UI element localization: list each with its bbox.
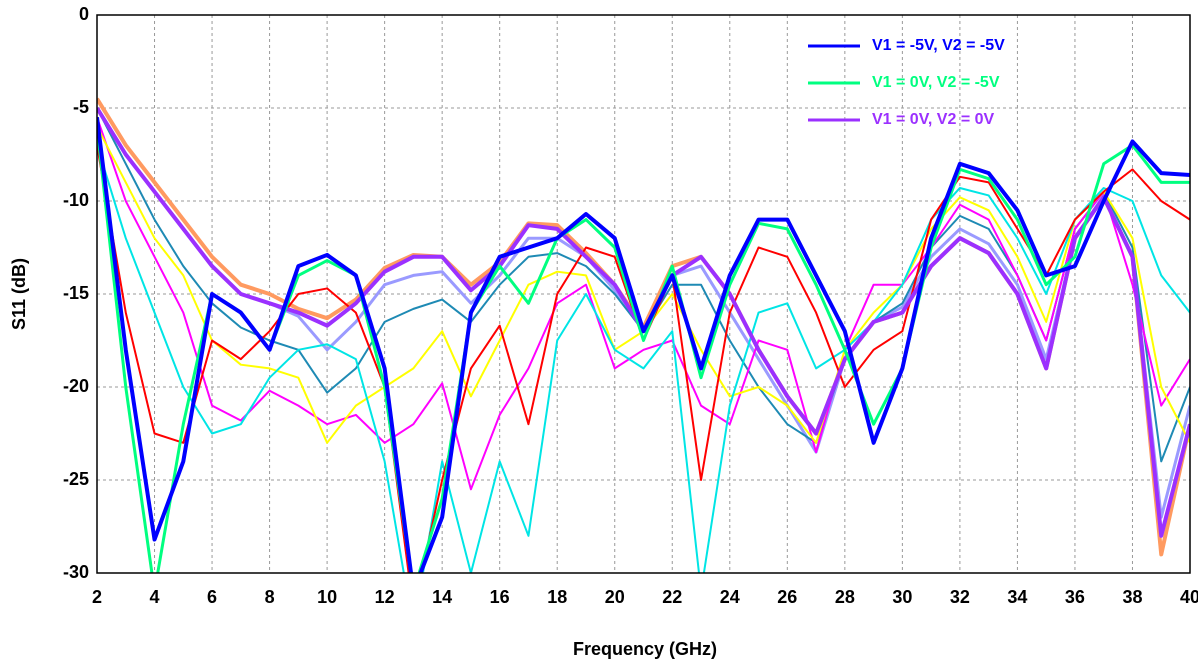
x-tick-label: 40: [1180, 587, 1198, 607]
x-tick-label: 26: [777, 587, 797, 607]
x-tick-label: 38: [1122, 587, 1142, 607]
x-tick-label: 6: [207, 587, 217, 607]
y-tick-label: 0: [79, 4, 89, 24]
legend-label: V1 = 0V, V2 = -5V: [872, 74, 1000, 91]
x-tick-label: 8: [265, 587, 275, 607]
x-tick-label: 32: [950, 587, 970, 607]
series-line: [97, 117, 1190, 573]
x-tick-label: 4: [150, 587, 160, 607]
series-line: [97, 116, 1190, 491]
y-tick-label: -30: [63, 562, 89, 582]
x-tick-label: 22: [662, 587, 682, 607]
lines: [97, 97, 1190, 573]
x-tick-label: 20: [605, 587, 625, 607]
y-tick-label: -10: [63, 190, 89, 210]
x-tick-label: 34: [1007, 587, 1027, 607]
legend: V1 = -5V, V2 = -5V V1 = 0V, V2 = -5V V1 = …: [808, 37, 1005, 128]
plot-frame: [96, 14, 1191, 574]
x-tick-label: 18: [547, 587, 567, 607]
x-tick-label: 36: [1065, 587, 1085, 607]
x-tick-label: 30: [892, 587, 912, 607]
legend-label: V1 = -5V, V2 = -5V: [872, 37, 1005, 54]
x-tick-label: 14: [432, 587, 452, 607]
y-tick-label: -25: [63, 469, 89, 489]
x-tick-label: 10: [317, 587, 337, 607]
x-tick-label: 2: [92, 587, 102, 607]
ticks: 2 4 6 8 10 12 14 16 18 20 22 24 26 28 30 32 34 36 38 400-5-…: [63, 4, 1198, 607]
x-tick-label: 24: [720, 587, 740, 607]
y-tick-label: -5: [73, 97, 89, 117]
x-tick-label: 12: [375, 587, 395, 607]
y-tick-label: -20: [63, 376, 89, 396]
y-tick-label: -15: [63, 283, 89, 303]
x-axis-title: Frequency (GHz): [573, 639, 717, 659]
x-tick-label: 16: [490, 587, 510, 607]
x-tick-label: 28: [835, 587, 855, 607]
y-axis-title: S11 (dB): [9, 258, 29, 330]
legend-label: V1 = 0V, V2 = 0V: [872, 111, 995, 128]
series-line: [97, 144, 1190, 573]
